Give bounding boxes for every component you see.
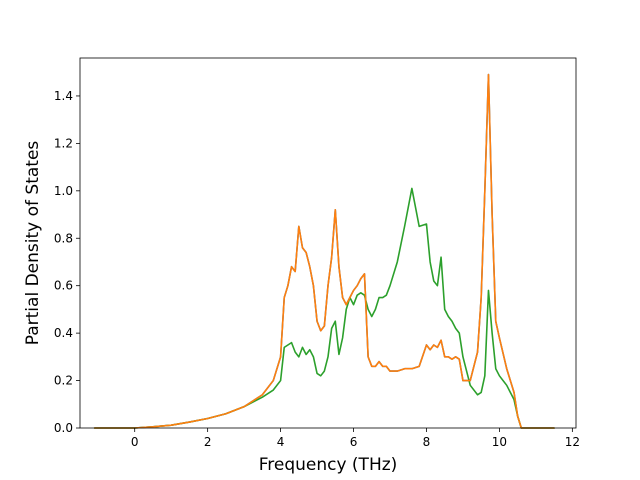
x-axis-label: Frequency (THz) <box>259 455 398 475</box>
x-tick-label: 10 <box>492 435 507 449</box>
y-tick-label: 0.0 <box>54 421 73 435</box>
y-tick-label: 1.4 <box>54 89 73 103</box>
x-tick-label: 8 <box>423 435 431 449</box>
series-line-3 <box>93 73 555 429</box>
x-axis-ticks: 0 2 4 6 8 10 12 <box>131 428 580 449</box>
x-tick-label: 12 <box>565 435 580 449</box>
y-tick-label: 1.2 <box>54 136 73 150</box>
y-tick-label: 1.0 <box>54 184 73 198</box>
x-tick-label: 6 <box>350 435 358 449</box>
y-tick-label: 0.8 <box>54 231 73 245</box>
y-tick-label: 0.6 <box>54 279 73 293</box>
y-tick-label: 0.2 <box>54 374 73 388</box>
x-tick-label: 2 <box>204 435 212 449</box>
plot-frame <box>79 57 577 429</box>
x-tick-label: 0 <box>131 435 139 449</box>
series-layer <box>93 73 555 429</box>
x-tick-label: 4 <box>277 435 285 449</box>
y-tick-label: 0.4 <box>54 326 73 340</box>
y-axis-label: Partial Density of States <box>23 141 43 346</box>
series-line-2 <box>93 187 555 429</box>
y-axis-ticks: 0.0 0.2 0.4 0.6 0.8 1.0 1.2 1.4 <box>54 89 80 435</box>
